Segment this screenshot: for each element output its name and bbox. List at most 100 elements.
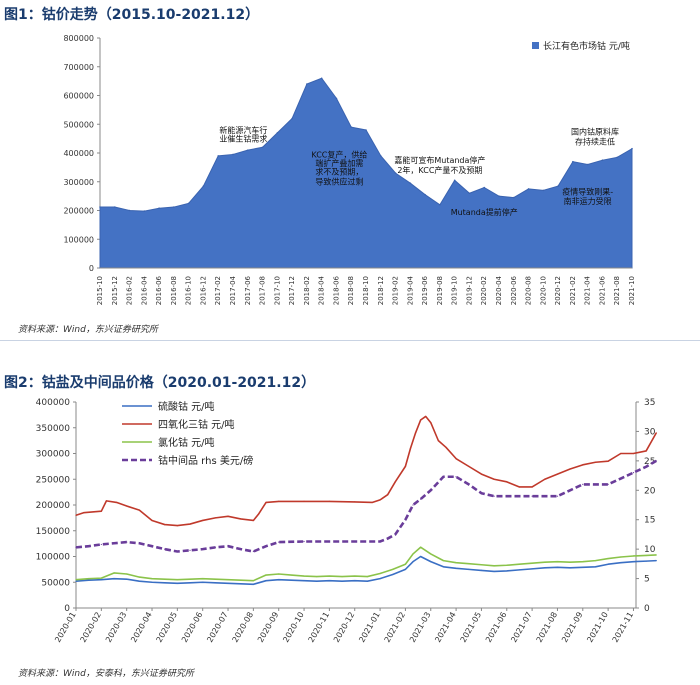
data-point [75, 580, 77, 582]
annotation: 存持续走低 [575, 136, 615, 146]
annotation: 疫情导致刚果- [562, 187, 613, 197]
data-point [290, 579, 292, 581]
data-point [158, 207, 160, 209]
y-tick-label-right: 30 [644, 427, 656, 437]
y-tick-label-right: 35 [644, 398, 655, 408]
data-point [290, 574, 292, 576]
data-point [365, 129, 367, 131]
x-tick-label: 2020-11 [307, 611, 332, 644]
y-tick-label-right: 20 [644, 486, 656, 496]
data-point [480, 569, 483, 572]
data-point [506, 495, 508, 497]
data-point [620, 556, 622, 558]
data-point [409, 447, 412, 449]
data-point [265, 545, 267, 547]
data-point [115, 501, 118, 504]
data-point [88, 545, 90, 547]
data-point [75, 579, 77, 581]
data-point [480, 564, 483, 566]
data-point [498, 195, 500, 197]
data-point [586, 163, 589, 166]
data-point [303, 580, 305, 582]
y-tick-label: 700000 [63, 63, 94, 72]
annotation: 南非运力受限 [564, 196, 612, 206]
data-point [214, 546, 216, 548]
x-tick-label: 2017-08 [259, 276, 267, 305]
data-point [412, 553, 414, 555]
data-point [655, 460, 657, 462]
x-tick-label: 2020-06 [510, 275, 518, 305]
data-point [506, 564, 508, 566]
data-point [143, 210, 146, 212]
data-point [455, 458, 457, 460]
data-point [572, 160, 574, 163]
data-point [88, 578, 90, 580]
x-tick-label: 2018-08 [347, 276, 355, 305]
x-tick-label: 2020-09 [256, 611, 281, 644]
data-point [506, 481, 508, 483]
y-tick-label-right: 5 [644, 575, 650, 585]
data-point [632, 561, 635, 563]
x-tick-label: 2021-04 [433, 611, 458, 644]
data-point [442, 560, 445, 562]
data-point [518, 495, 521, 497]
annotation: 业催生钴需求 [219, 134, 267, 144]
legend-label: 氯化钴 元/吨 [158, 436, 215, 449]
legend-label: 钴中间品 rhs 美元/磅 [158, 454, 253, 467]
x-tick-label: 2021-10 [628, 276, 636, 305]
data-point [252, 550, 254, 553]
x-tick-label: 2016-08 [170, 276, 178, 305]
data-point [655, 554, 657, 556]
data-point [430, 553, 432, 555]
data-point [328, 540, 330, 543]
data-point [335, 97, 338, 100]
data-point [420, 419, 422, 421]
x-tick-label: 2016-02 [126, 276, 134, 305]
x-tick-label: 2017-02 [214, 276, 222, 305]
series-line-0 [75, 555, 657, 586]
data-point [176, 582, 178, 584]
data-point [100, 543, 102, 546]
data-point [412, 561, 414, 563]
x-tick-label: 2017-12 [288, 276, 296, 305]
data-point [557, 185, 559, 187]
data-point [468, 192, 471, 195]
data-point [100, 577, 102, 579]
data-point [291, 117, 293, 120]
x-tick-label: 2020-12 [332, 611, 357, 644]
data-point [424, 193, 426, 196]
data-point [607, 563, 609, 565]
data-point [420, 555, 422, 558]
data-point [379, 572, 381, 575]
data-point [404, 519, 407, 521]
x-tick-label: 2021-10 [585, 611, 610, 644]
x-tick-label: 2020-04 [495, 275, 503, 305]
data-point [265, 501, 267, 504]
x-tick-label: 2017-04 [229, 275, 237, 305]
data-point [189, 578, 191, 580]
data-point [202, 519, 204, 522]
x-tick-label: 2020-10 [539, 276, 547, 305]
data-point [246, 149, 249, 151]
data-point [350, 126, 353, 128]
data-point [126, 541, 128, 543]
data-point [607, 483, 609, 485]
data-point [425, 415, 427, 418]
y-tick-label-left: 350000 [36, 424, 71, 434]
data-point [328, 500, 330, 502]
data-point [105, 500, 108, 502]
data-point [316, 575, 318, 578]
y-tick-label-right: 25 [644, 457, 655, 467]
data-point [265, 574, 267, 576]
data-point [645, 450, 647, 452]
x-tick-label: 2019-10 [451, 276, 459, 305]
data-point [531, 562, 533, 564]
data-point [189, 582, 191, 584]
data-point [542, 189, 545, 192]
data-point [173, 206, 175, 208]
data-point [151, 581, 153, 583]
data-point [430, 422, 432, 424]
data-point [100, 579, 102, 581]
legend-label: 硫酸钴 元/吨 [158, 400, 215, 413]
data-point [232, 153, 234, 156]
